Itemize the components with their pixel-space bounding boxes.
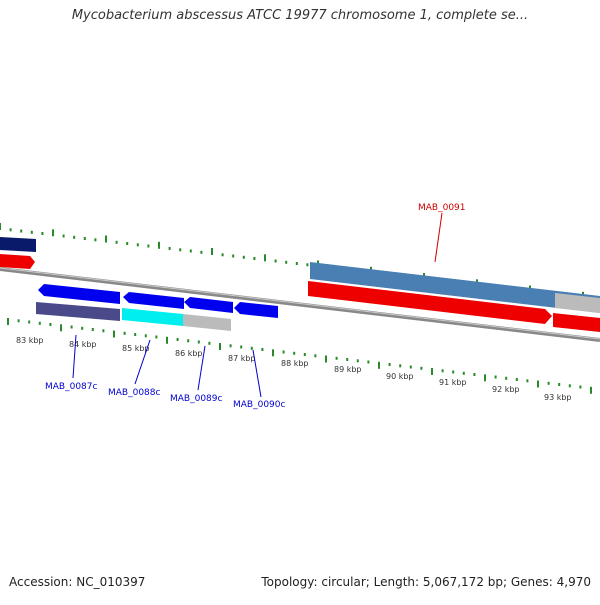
tick-label-93: 93 kbp [544,393,572,402]
leader-mab-0090c [252,349,262,398]
tick-label-92: 92 kbp [492,385,520,394]
leader-mab-0091 [434,212,443,263]
gene-labels: MAB_0087c MAB_0088c MAB_0089c MAB_0090c … [45,203,466,410]
backbone-line [0,267,600,342]
gene-label-leaders [72,212,443,398]
gene-label-mab-0088c[interactable]: MAB_0088c [108,388,161,398]
tick-label-89: 89 kbp [334,365,362,374]
tick-label-91: 91 kbp [439,378,467,387]
leader-mab-0089c [197,345,206,391]
gene-mab-0089c-arrow[interactable] [184,297,233,313]
axis-tick-labels: 83 kbp 84 kbp 85 kbp 86 kbp 87 kbp 88 kb… [16,336,572,402]
feature-red-long-2[interactable] [553,313,600,332]
feature-slate-bar[interactable] [36,302,120,321]
gene-label-mab-0091[interactable]: MAB_0091 [418,203,466,213]
tick-label-83: 83 kbp [16,336,44,345]
feature-steelblue-long[interactable] [310,262,600,313]
leader-mab-0087c [72,334,77,379]
tick-label-88: 88 kbp [281,359,309,368]
gene-label-mab-0089c[interactable]: MAB_0089c [170,394,223,404]
gene-mab-0090c-arrow[interactable] [234,302,278,318]
map-title: Mycobacterium abscessus ATCC 19977 chrom… [71,8,529,23]
feature-cyan-bar[interactable] [122,308,183,326]
tick-label-85: 85 kbp [122,344,150,353]
gene-label-mab-0090c[interactable]: MAB_0090c [233,400,286,410]
accession-label: Accession: NC_010397 [9,575,146,589]
sequence-summary: Topology: circular; Length: 5,067,172 bp… [261,575,591,589]
feature-red-left[interactable] [0,254,35,269]
feature-gray-bar[interactable] [183,314,231,331]
tick-label-84: 84 kbp [69,340,97,349]
tick-label-90: 90 kbp [386,372,414,381]
tick-label-87: 87 kbp [228,354,256,363]
gene-label-mab-0087c[interactable]: MAB_0087c [45,382,98,392]
leader-mab-0088c [134,339,151,385]
gene-mab-0088c-arrow[interactable] [123,292,184,309]
feature-navy-left[interactable] [0,237,36,252]
lower-tick-ruler [7,318,592,394]
feature-red-long-1[interactable] [308,281,552,324]
tick-label-86: 86 kbp [175,349,203,358]
backbone [0,267,600,342]
gene-mab-0087c-arrow[interactable] [38,284,120,304]
